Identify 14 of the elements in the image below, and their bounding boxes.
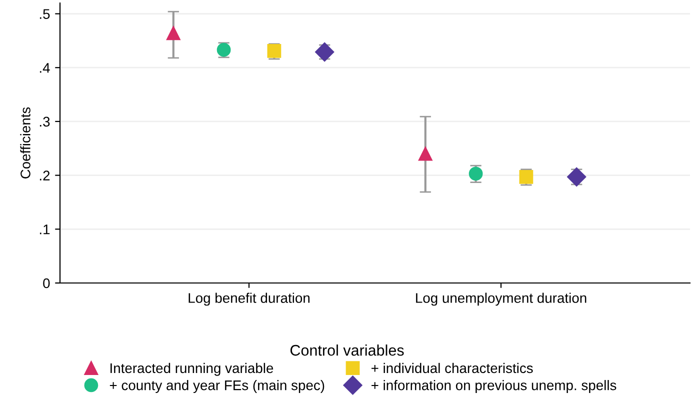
y-axis-title: Coefficients bbox=[20, 107, 30, 178]
y-tick-label: .2 bbox=[40, 170, 50, 180]
legend-title: Control variables bbox=[290, 344, 404, 356]
legend-label: + information on previous unemp. spells bbox=[372, 380, 616, 393]
legend-label: Interacted running variable bbox=[110, 362, 274, 376]
x-tick-label: Log unemployment duration bbox=[416, 292, 586, 306]
y-tick-label: .4 bbox=[40, 63, 50, 73]
legend-label: + county and year FEs (main spec) bbox=[110, 380, 324, 393]
y-tick-label: 0 bbox=[43, 278, 50, 288]
y-tick-label: .1 bbox=[40, 224, 50, 234]
x-tick-label: Log benefit duration bbox=[188, 292, 310, 306]
legend-label: + individual characteristics bbox=[372, 362, 533, 374]
y-tick-label: .5 bbox=[40, 9, 50, 19]
y-tick-label: .3 bbox=[40, 116, 50, 127]
